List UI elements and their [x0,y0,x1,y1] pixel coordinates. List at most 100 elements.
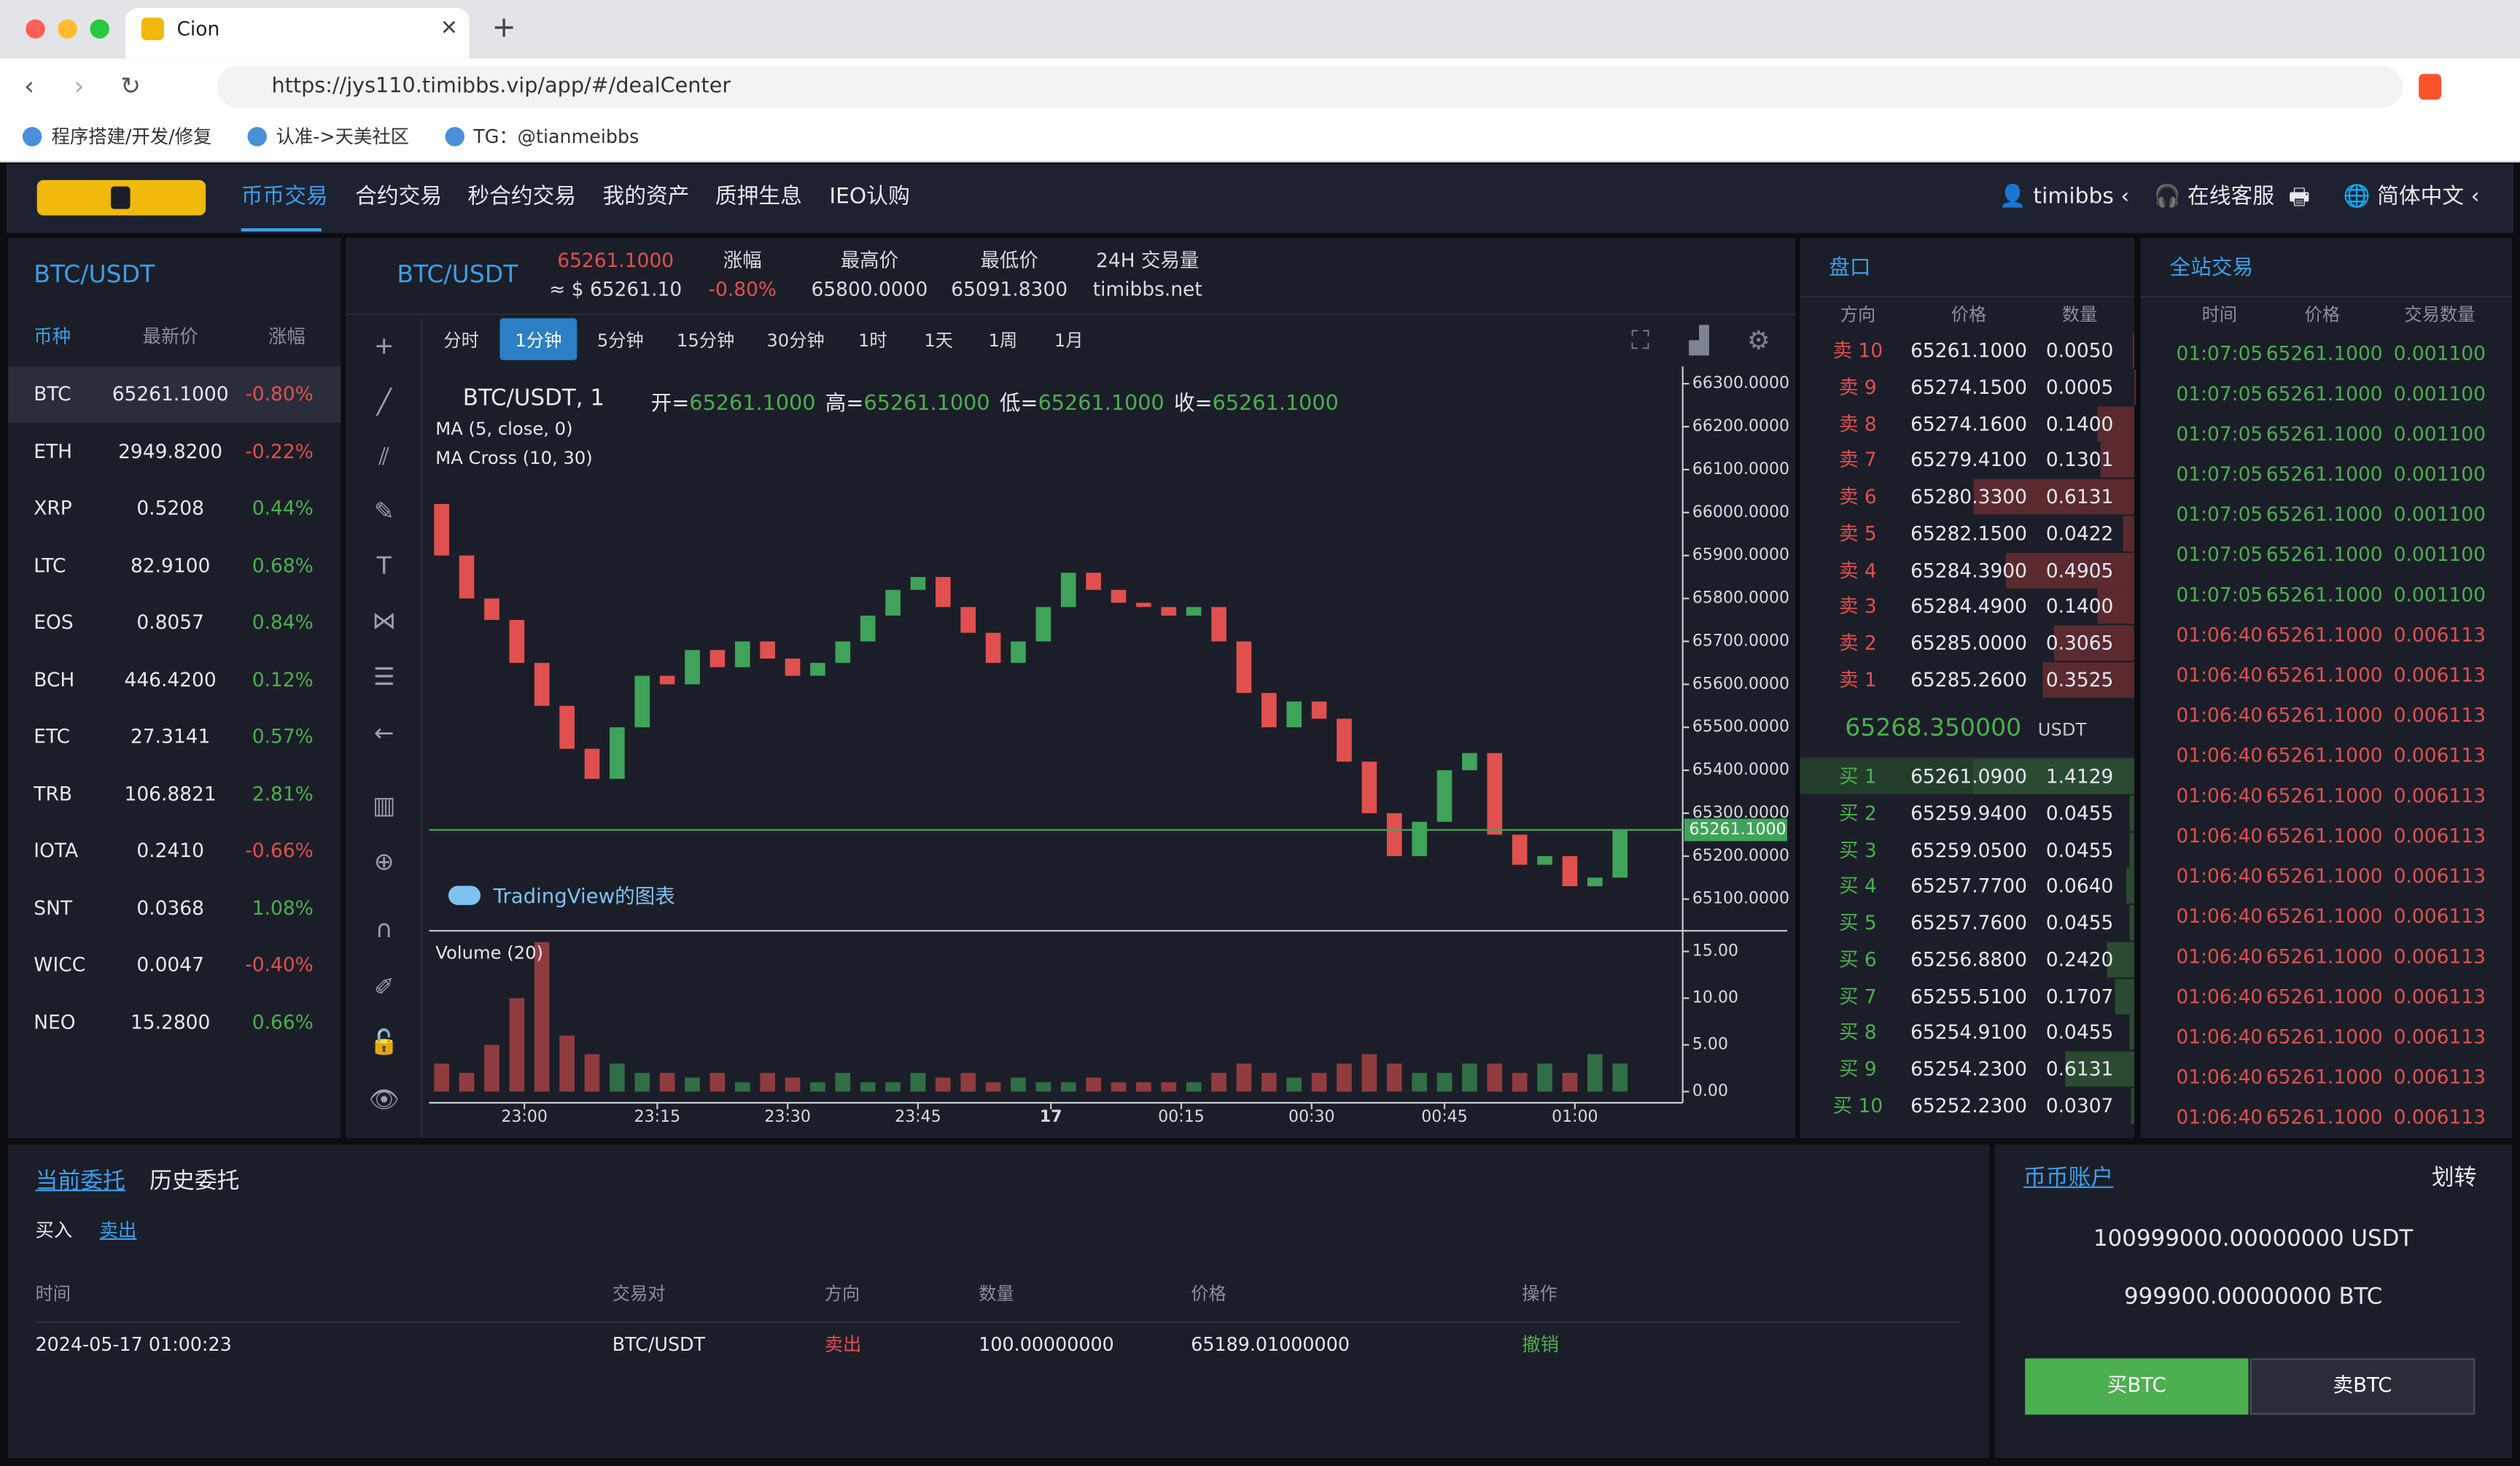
bookmark-label[interactable]: 认准->天美社区 [276,125,410,148]
buy-button[interactable] [2025,1358,2249,1415]
market-price[interactable]: 0.8057 [136,610,204,634]
orderbook-price[interactable]: 65274.1500 [1910,376,2027,399]
market-change[interactable]: -0.66% [245,839,314,862]
address-bar[interactable] [217,66,2403,108]
back-button[interactable]: ‹ [24,70,35,101]
orderbook-price[interactable]: 65252.2300 [1910,1094,2027,1117]
interval-button[interactable]: 1分钟 [515,330,562,352]
orderbook-price[interactable]: 65285.0000 [1910,632,2027,655]
bookmark[interactable]: TG：@tianmeibbs [444,124,639,150]
market-change[interactable]: 0.66% [252,1010,314,1033]
market-price[interactable]: 27.3141 [130,725,211,748]
sell-button[interactable] [2249,1358,2476,1415]
interval-button[interactable]: 1月 [1054,330,1084,352]
service-label[interactable]: 在线客服 [2188,183,2275,210]
market-symbol[interactable]: SNT [34,896,73,919]
orders-side-tab[interactable]: 卖出 [99,1219,137,1242]
interval-button[interactable]: 30分钟 [766,330,825,352]
market-price[interactable]: 0.5208 [136,497,204,519]
interval-button[interactable]: 1时 [858,330,887,352]
orderbook-price[interactable]: 65274.1600 [1910,412,2027,435]
user-menu[interactable]: 👤 timibbs ‹ [1999,183,2130,210]
market-symbol[interactable]: ETC [34,725,71,748]
bookmark-label[interactable]: TG：@tianmeibbs [473,125,639,148]
url[interactable]: https://jys110.timibbs.vip/app/#/dealCen… [271,74,731,99]
user-name[interactable]: timibbs [2033,183,2114,210]
orderbook-price[interactable]: 65257.7600 [1910,911,2027,934]
drawing-tool[interactable]: ✎ [373,497,394,526]
orderbook-price[interactable]: 65254.2300 [1910,1058,2027,1081]
chart-action[interactable]: ⛶ [1631,325,1649,356]
market-symbol[interactable]: BCH [34,667,75,691]
orderbook-price[interactable]: 65261.1000 [1910,339,2027,362]
market-change[interactable]: 1.08% [252,896,314,919]
orderbook-price[interactable]: 65254.9100 [1910,1021,2027,1044]
nav-item[interactable]: 我的资产 [602,183,690,210]
market-symbol[interactable]: BTC [34,382,71,406]
market-price[interactable]: 446.4200 [124,667,217,691]
market-symbol[interactable]: TRB [34,782,72,805]
market-symbol[interactable]: EOS [34,610,74,634]
drawing-tool[interactable]: ⋈ [372,605,397,635]
market-symbol[interactable]: WICC [34,953,86,976]
market-symbol[interactable]: LTC [34,554,66,577]
language-menu[interactable]: 🌐 简体中文 ‹ [2343,183,2480,210]
drawing-tool[interactable]: 👁 [368,1085,400,1114]
service-link[interactable]: 🎧 在线客服 [2153,183,2275,210]
orderbook-price[interactable]: 65256.8800 [1910,947,2027,971]
market-change[interactable]: 0.68% [252,554,314,577]
market-change[interactable]: -0.40% [245,953,314,976]
market-price[interactable]: 0.0047 [136,953,204,976]
orderbook-price[interactable]: 65284.4900 [1910,595,2027,618]
market-price[interactable]: 65261.1000 [112,382,229,406]
market-price[interactable]: 15.2800 [130,1010,211,1033]
orders-tab[interactable]: 当前委托 [35,1168,125,1195]
orderbook-price[interactable]: 65259.0500 [1910,838,2027,861]
orderbook-price[interactable]: 65285.2600 [1910,668,2027,691]
bookmark[interactable]: 认准->天美社区 [246,124,410,150]
market-change[interactable]: 0.84% [252,610,314,634]
drawing-tool[interactable]: ∩ [375,915,393,944]
chart-action[interactable]: ⚙ [1746,325,1770,356]
drawing-tool[interactable]: ⫽ [378,442,390,471]
market-change[interactable]: -0.22% [245,439,314,462]
minimize-window[interactable] [58,19,77,39]
drawing-tool[interactable]: ✐ [373,972,394,1002]
orderbook-price[interactable]: 65255.5100 [1910,985,2027,1007]
orders-tab[interactable]: 历史委托 [149,1168,240,1195]
bookmark[interactable]: 程序搭建/开发/修复 [22,124,212,150]
nav-item[interactable]: 秒合约交易 [467,183,577,210]
interval-button[interactable]: 15分钟 [676,330,735,352]
orderbook-price[interactable]: 65261.0900 [1910,765,2027,788]
market-change[interactable]: -0.80% [245,382,314,406]
maximize-window[interactable] [90,19,109,39]
orders-side-tab[interactable]: 买入 [35,1219,73,1242]
orderbook-price[interactable]: 65280.3300 [1910,485,2027,508]
drawing-tool[interactable]: + [373,331,394,360]
tab-close[interactable]: ✕ [440,17,458,42]
market-symbol[interactable]: NEO [34,1010,76,1033]
bookmark-label[interactable]: 程序搭建/开发/修复 [51,125,212,148]
drawing-tool[interactable]: ← [373,718,394,748]
nav-item[interactable]: 合约交易 [355,183,443,210]
orderbook-price[interactable]: 65259.9400 [1910,802,2027,825]
drawing-tool[interactable]: T [376,551,392,581]
market-change[interactable]: 0.12% [252,667,314,691]
interval-button[interactable]: 1天 [924,330,954,352]
market-change[interactable]: 0.57% [252,725,314,748]
print-icon[interactable]: 🖶 [2288,185,2310,211]
orderbook-price[interactable]: 65279.4100 [1910,449,2027,472]
market-symbol[interactable]: IOTA [34,839,79,862]
forward-button[interactable]: › [74,70,85,101]
orderbook-price[interactable]: 65284.3900 [1910,558,2027,581]
order-cell[interactable]: 撤销 [1522,1333,1559,1356]
drawing-tool[interactable]: ╱ [376,387,392,416]
market-price[interactable]: 0.2410 [136,839,204,862]
reload-button[interactable]: ↻ [120,71,141,101]
language-label[interactable]: 简体中文 [2377,183,2465,210]
browser-tab[interactable] [125,8,470,58]
market-price[interactable]: 0.0368 [136,896,204,919]
nav-item[interactable]: IEO认购 [829,183,910,210]
interval-button[interactable]: 分时 [443,330,479,352]
market-symbol[interactable]: ETH [34,439,73,462]
